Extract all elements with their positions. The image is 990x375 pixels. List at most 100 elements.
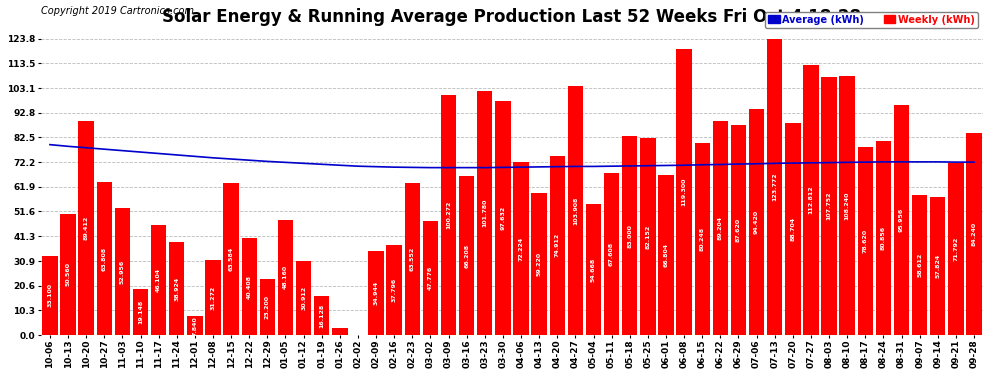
Bar	[622, 136, 638, 335]
Text: 66.208: 66.208	[464, 244, 469, 268]
Text: 19.148: 19.148	[138, 300, 143, 324]
Text: 63.552: 63.552	[410, 247, 415, 271]
Bar	[97, 182, 112, 335]
Text: 40.408: 40.408	[247, 274, 251, 298]
Text: Copyright 2019 Cartronics.com: Copyright 2019 Cartronics.com	[41, 6, 194, 16]
Bar	[676, 50, 692, 335]
Bar	[731, 125, 746, 335]
Bar	[894, 105, 909, 335]
Bar	[115, 208, 130, 335]
Text: 103.908: 103.908	[573, 196, 578, 225]
Text: 95.956: 95.956	[899, 208, 904, 232]
Bar	[532, 193, 546, 335]
Bar	[857, 147, 873, 335]
Text: 94.420: 94.420	[754, 210, 759, 234]
Bar	[785, 123, 801, 335]
Text: 52.956: 52.956	[120, 260, 125, 284]
Bar	[278, 220, 293, 335]
Text: 16.128: 16.128	[319, 304, 324, 328]
Bar	[60, 214, 76, 335]
Bar	[224, 183, 239, 335]
Text: 31.272: 31.272	[211, 285, 216, 310]
Text: 57.824: 57.824	[936, 254, 940, 278]
Bar	[948, 163, 963, 335]
Bar	[405, 183, 420, 335]
Text: 67.608: 67.608	[609, 242, 614, 266]
Text: 63.584: 63.584	[229, 247, 234, 271]
Bar	[368, 251, 384, 335]
Bar	[169, 242, 184, 335]
Text: 66.804: 66.804	[663, 243, 668, 267]
Bar	[803, 65, 819, 335]
Legend: Average (kWh), Weekly (kWh): Average (kWh), Weekly (kWh)	[765, 12, 978, 28]
Text: 87.620: 87.620	[736, 218, 741, 242]
Bar	[205, 260, 221, 335]
Text: 78.620: 78.620	[862, 229, 868, 253]
Bar	[187, 316, 203, 335]
Bar	[514, 162, 529, 335]
Text: 34.944: 34.944	[373, 281, 378, 305]
Bar	[242, 238, 257, 335]
Text: 88.704: 88.704	[790, 217, 795, 241]
Bar	[586, 204, 601, 335]
Bar	[43, 256, 57, 335]
Text: 80.248: 80.248	[700, 227, 705, 251]
Bar	[840, 76, 854, 335]
Bar	[695, 143, 710, 335]
Text: 107.752: 107.752	[827, 192, 832, 220]
Bar	[78, 121, 94, 335]
Text: 33.100: 33.100	[48, 284, 52, 308]
Bar	[459, 177, 474, 335]
Text: 63.808: 63.808	[102, 246, 107, 271]
Bar	[767, 39, 782, 335]
Bar	[332, 328, 347, 335]
Text: 37.796: 37.796	[392, 278, 397, 302]
Text: 7.840: 7.840	[192, 316, 197, 336]
Text: 23.200: 23.200	[265, 295, 270, 319]
Bar	[549, 156, 565, 335]
Text: 97.632: 97.632	[500, 206, 506, 230]
Text: 72.224: 72.224	[519, 236, 524, 261]
Bar	[495, 101, 511, 335]
Text: 54.668: 54.668	[591, 257, 596, 282]
Bar	[604, 173, 620, 335]
Title: Solar Energy & Running Average Production Last 52 Weeks Fri Oct 4 18:28: Solar Energy & Running Average Productio…	[162, 8, 861, 26]
Text: 50.560: 50.560	[65, 262, 70, 286]
Text: 89.204: 89.204	[718, 216, 723, 240]
Text: 101.780: 101.780	[482, 199, 487, 227]
Bar	[477, 91, 492, 335]
Text: 112.812: 112.812	[809, 186, 814, 214]
Text: 119.300: 119.300	[681, 178, 687, 206]
Text: 38.924: 38.924	[174, 276, 179, 300]
Text: 48.160: 48.160	[283, 265, 288, 290]
Text: 30.912: 30.912	[301, 286, 306, 310]
Text: 100.272: 100.272	[446, 201, 451, 229]
Text: 71.792: 71.792	[953, 237, 958, 261]
Bar	[748, 109, 764, 335]
Text: 80.856: 80.856	[881, 226, 886, 250]
Bar	[133, 289, 148, 335]
Bar	[930, 196, 945, 335]
Text: 46.104: 46.104	[156, 268, 161, 292]
Bar	[150, 225, 166, 335]
Text: 108.240: 108.240	[844, 191, 849, 220]
Bar	[386, 244, 402, 335]
Bar	[966, 133, 982, 335]
Bar	[713, 122, 728, 335]
Text: 82.152: 82.152	[645, 225, 650, 249]
Bar	[441, 95, 456, 335]
Bar	[822, 77, 837, 335]
Bar	[876, 141, 891, 335]
Bar	[296, 261, 311, 335]
Text: 74.912: 74.912	[554, 233, 559, 258]
Text: 59.220: 59.220	[537, 252, 542, 276]
Text: 58.612: 58.612	[917, 253, 922, 277]
Bar	[259, 279, 275, 335]
Bar	[423, 220, 439, 335]
Text: 47.776: 47.776	[428, 266, 433, 290]
Text: 89.412: 89.412	[84, 216, 89, 240]
Bar	[314, 296, 330, 335]
Bar	[567, 86, 583, 335]
Bar	[658, 175, 673, 335]
Bar	[641, 138, 655, 335]
